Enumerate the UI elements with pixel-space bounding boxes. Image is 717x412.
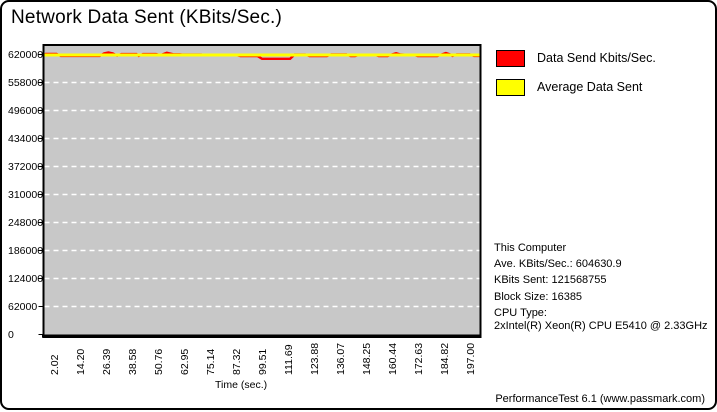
y-tick-label: 372000 [8,160,44,173]
y-tick-label: 62000 [8,300,38,313]
x-tick-label: 172.63 [413,342,425,375]
info-cpu-type-value: 2xIntel(R) Xeon(R) CPU E5410 @ 2.33GHz [494,320,708,332]
y-tick-label: 434000 [8,132,44,145]
legend-swatch-yellow [496,78,525,96]
y-tick-label: 248000 [8,216,44,229]
info-computer-name: This Computer [494,242,567,254]
x-tick-label: 26.39 [101,348,113,375]
footer-branding: PerformanceTest 6.1 (www.passmark.com) [495,393,705,405]
y-tick-label: 0 [8,328,14,341]
x-tick-label: 184.82 [439,342,451,375]
x-tick-label: 197.00 [465,342,477,375]
x-tick-label: 148.25 [361,342,373,375]
x-tick-label: 123.88 [309,342,321,375]
x-tick-label: 38.58 [127,348,139,375]
legend-label-average: Average Data Sent [537,80,643,94]
x-tick-label: 62.95 [179,348,191,375]
x-tick-label: 111.69 [283,344,295,375]
y-tick-label: 496000 [8,104,44,117]
x-tick-label: 2.02 [49,354,61,375]
x-tick-label: 50.76 [153,348,165,375]
x-tick-label: 99.51 [257,348,269,375]
y-tick-label: 186000 [8,244,44,257]
x-tick-label: 14.20 [75,348,87,375]
x-tick-label: 87.32 [231,348,243,375]
legend-label-data-send: Data Send Kbits/Sec. [537,51,656,65]
y-tick-label: 620000 [8,48,44,61]
x-axis-title: Time (sec.) [215,379,268,391]
x-tick-label: 75.14 [205,348,217,375]
y-tick-label: 310000 [8,188,44,201]
legend-item-average: Average Data Sent [496,78,642,96]
info-cpu-type-heading: CPU Type: [494,307,547,319]
info-kbits-sent: KBits Sent: 121568755 [494,274,607,286]
info-block-size: Block Size: 16385 [494,291,583,303]
x-tick-label: 160.44 [387,342,399,375]
y-tick-label: 558000 [8,76,44,89]
legend-item-data-send: Data Send Kbits/Sec. [496,49,656,67]
x-tick-label: 136.07 [335,342,347,375]
chart-title: Network Data Sent (KBits/Sec.) [11,7,283,28]
y-tick-label: 124000 [8,272,44,285]
info-average-kbits: Ave. KBits/Sec.: 604630.9 [494,258,622,270]
legend-swatch-red [496,49,525,67]
